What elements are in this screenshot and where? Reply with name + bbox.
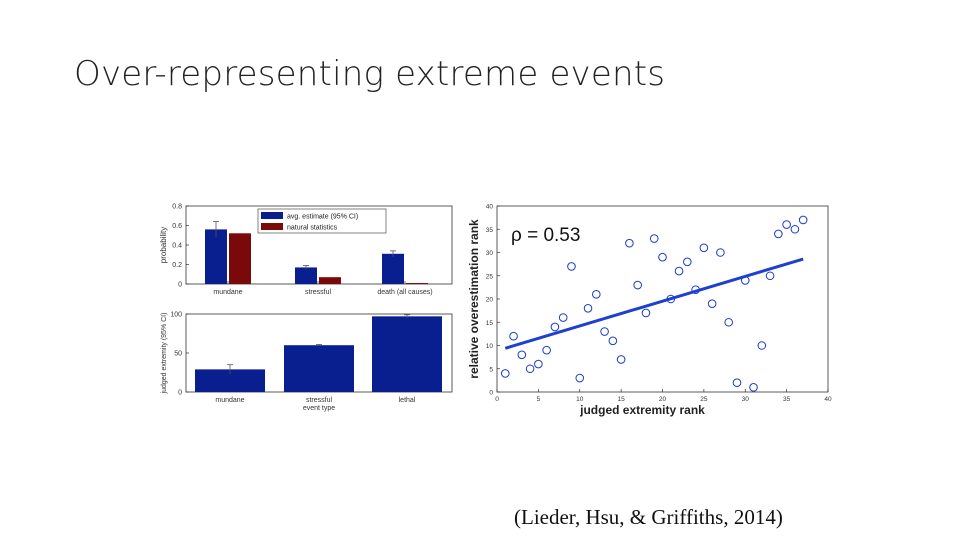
- x-tick-label: death (all causes): [377, 289, 432, 296]
- scatter-chart: 0 5 10 15 20 25 30 35 40 0 5 10 15 20 25 30 35 40 judged e…: [467, 204, 832, 418]
- scatter-point: [732, 378, 742, 388]
- y-tick-label: 10: [486, 343, 494, 350]
- bar-extremity: [284, 345, 354, 392]
- citation: (Lieder, Hsu, & Griffiths, 2014): [514, 505, 783, 529]
- scatter-point: [525, 364, 535, 374]
- scatter-point: [592, 290, 601, 299]
- scatter-point: [658, 252, 667, 262]
- x-tick-label: 0: [495, 396, 499, 403]
- bar-estimate: [295, 267, 317, 284]
- scatter-point: [517, 350, 527, 360]
- scatter-point: [683, 257, 692, 267]
- x-tick-label: 35: [783, 396, 791, 403]
- y-tick-label: 5: [489, 366, 493, 373]
- y-tick-label: 25: [486, 273, 494, 280]
- x-tick-label: mundane: [215, 397, 244, 404]
- fit-line: [504, 257, 804, 350]
- y-axis-label: judged extremity (95% CI): [161, 313, 168, 395]
- scatter-point: [616, 355, 626, 364]
- scatter-point: [583, 304, 593, 313]
- legend-label: natural statistics: [287, 225, 338, 232]
- scatter-point: [575, 373, 585, 383]
- y-tick-label: 40: [486, 204, 494, 211]
- x-axis-label: event type: [303, 405, 335, 412]
- bar-estimate: [205, 229, 227, 284]
- scatter-point: [707, 299, 717, 308]
- bar-estimate: [382, 253, 404, 284]
- y-tick-label: 100: [170, 312, 182, 319]
- x-tick-label: mundane: [213, 289, 242, 296]
- x-tick-label: 20: [659, 396, 667, 403]
- scatter-point: [608, 336, 618, 346]
- slide-title: Over-representing extreme events: [74, 54, 666, 94]
- scatter-point: [724, 317, 734, 327]
- scatter-point: [649, 234, 659, 243]
- y-tick-label: 0: [178, 282, 182, 289]
- legend-label: avg. estimate (95% CI): [287, 214, 358, 221]
- bar-extremity: [195, 369, 265, 392]
- x-tick-label: 5: [537, 396, 541, 403]
- y-axis-label: probability: [159, 227, 168, 263]
- scatter-point: [625, 238, 634, 248]
- scatter-point: [674, 266, 684, 276]
- scatter-point: [774, 229, 783, 239]
- y-axis-label: relative overestimation rank: [467, 219, 481, 379]
- y-tick-label: 35: [486, 227, 494, 234]
- y-tick-label: 20: [486, 297, 494, 304]
- scatter-point: [558, 313, 568, 322]
- x-tick-label: 25: [700, 396, 708, 403]
- y-tick-label: 0.4: [172, 243, 182, 250]
- bar-natural: [319, 277, 341, 284]
- y-tick-label: 15: [486, 320, 494, 327]
- y-tick-label: 0: [489, 390, 493, 397]
- x-tick-label: stressful: [306, 397, 333, 404]
- x-tick-label: 15: [618, 396, 626, 403]
- scatter-point: [600, 327, 609, 336]
- x-tick-label: 10: [576, 396, 584, 403]
- scatter-point: [716, 248, 725, 257]
- bar-extremity: [372, 316, 442, 392]
- scatter-point: [757, 341, 767, 350]
- x-axis-label: judged extremity rank: [579, 403, 705, 417]
- y-tick-label: 30: [486, 250, 494, 257]
- legend-swatch-estimate: [261, 212, 283, 219]
- probability-chart: 0 0.2 0.4 0.6 0.8 probability mundane stressful…: [159, 204, 453, 296]
- bar-natural: [406, 283, 428, 285]
- scatter-point: [782, 220, 791, 229]
- x-tick-label: 30: [742, 396, 750, 403]
- bar-natural: [229, 233, 251, 284]
- scatter-point: [567, 262, 576, 271]
- scatter-point: [749, 383, 758, 392]
- y-tick-label: 0: [178, 390, 182, 397]
- y-tick-label: 0.6: [172, 223, 182, 230]
- scatter-point: [641, 308, 651, 318]
- legend-swatch-natural: [261, 223, 283, 230]
- scatter-point: [765, 271, 775, 281]
- y-tick-label: 0.8: [172, 204, 182, 211]
- scatter-point: [798, 215, 808, 225]
- x-tick-label: 40: [824, 396, 832, 403]
- scatter-point: [790, 224, 800, 234]
- scatter-point: [534, 359, 543, 369]
- scatter-point: [500, 369, 510, 378]
- scatter-point: [699, 243, 709, 253]
- scatter-point: [550, 322, 560, 332]
- scatter-point: [633, 280, 642, 290]
- scatter-point: [509, 331, 518, 341]
- correlation-annotation: ρ = 0.53: [511, 225, 580, 246]
- scatter-point: [542, 345, 551, 355]
- x-tick-label: lethal: [399, 397, 416, 404]
- x-tick-label: stressful: [305, 289, 332, 296]
- y-tick-label: 50: [174, 351, 182, 358]
- y-tick-label: 0.2: [172, 262, 182, 269]
